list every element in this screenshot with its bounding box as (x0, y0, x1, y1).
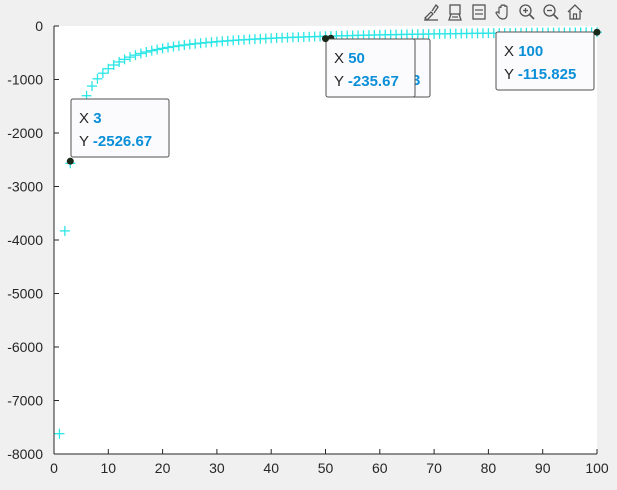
home-icon[interactable] (564, 1, 586, 23)
x-tick-label: 60 (372, 460, 388, 476)
datatip-x-value: 100 (518, 43, 543, 60)
y-tick-label: -2000 (7, 125, 43, 141)
data-point[interactable] (130, 50, 141, 61)
datatip-y-row: Y -235.67 (334, 73, 399, 90)
x-tick-label: 30 (209, 460, 225, 476)
x-tick-label: 20 (155, 460, 171, 476)
y-tick-label: -6000 (7, 339, 43, 355)
y-tick-label: -1000 (7, 72, 43, 88)
datatip-y-key: Y (504, 66, 518, 83)
data-point[interactable] (141, 46, 152, 57)
data-point[interactable] (114, 56, 125, 67)
datatip-marker (593, 28, 601, 36)
data-point[interactable] (157, 43, 168, 54)
datatip-y-key: Y (79, 133, 93, 150)
x-tick-label: 80 (481, 460, 497, 476)
datatip-y-row: Y -115.825 (504, 66, 576, 83)
datatip-marker (66, 157, 74, 165)
pan-icon[interactable] (492, 1, 514, 23)
y-tick-label: -4000 (7, 232, 43, 248)
data-point[interactable] (54, 428, 65, 439)
y-tick-label: -5000 (7, 286, 43, 302)
datatip-x-row: X 50 (334, 50, 365, 67)
datatip-x-key: X (334, 50, 348, 67)
datatip-x-value: 50 (348, 50, 365, 67)
data-point[interactable] (146, 45, 157, 56)
data-point[interactable] (87, 81, 98, 92)
x-tick-label: 70 (426, 460, 442, 476)
axes: 0 10 20 30 40 50 60 70 80 90 100 0 -1000 -2000 -3000 -4… (7, 18, 609, 476)
data-point[interactable] (108, 60, 119, 71)
x-tick-label: 100 (585, 460, 609, 476)
datatip-x-row: X 3 (79, 110, 102, 127)
datatip-y-key: Y (334, 73, 348, 90)
y-tick-label: 0 (35, 18, 43, 34)
data-tips-icon[interactable] (444, 1, 466, 23)
x-tick-label: 50 (318, 460, 334, 476)
y-tick-label: -8000 (7, 446, 43, 462)
datatip-y-value: -235.67 (348, 73, 399, 90)
datatip-x-key: X (504, 43, 518, 60)
data-point[interactable] (119, 54, 130, 65)
data-point[interactable] (168, 41, 179, 52)
legend-icon[interactable] (468, 1, 490, 23)
datatip-y-row: Y -2526.67 (79, 133, 152, 150)
plot-area[interactable] (54, 26, 597, 454)
data-point[interactable] (179, 40, 190, 51)
y-tick-label: -3000 (7, 179, 43, 195)
data-point[interactable] (173, 40, 184, 51)
axes-toolbar (420, 0, 586, 24)
zoom-out-icon[interactable] (540, 1, 562, 23)
data-point[interactable] (97, 68, 108, 79)
data-point[interactable] (92, 73, 103, 84)
data-point[interactable] (103, 63, 114, 74)
datatip-y-value: -2526.67 (93, 133, 152, 150)
data-point[interactable] (59, 225, 70, 236)
datatip-hidden-fragment: 3 (412, 72, 420, 89)
datatip-y-value: -115.825 (518, 66, 576, 83)
datatip[interactable]: X 50Y -235.67 (322, 35, 416, 98)
datatip-x-key: X (79, 110, 93, 127)
data-point[interactable] (152, 44, 163, 55)
x-tick-label: 90 (535, 460, 551, 476)
datatip-x-row: X 100 (504, 43, 543, 60)
x-tick-label: 0 (50, 460, 58, 476)
data-point[interactable] (125, 52, 136, 63)
data-point[interactable] (135, 48, 146, 59)
x-tick-label: 10 (101, 460, 117, 476)
datatip-x-value: 3 (93, 110, 101, 127)
y-tick-label: -7000 (7, 393, 43, 409)
datatip-marker (322, 35, 329, 43)
datatip[interactable]: X 3Y -2526.67 (66, 98, 170, 165)
zoom-in-icon[interactable] (516, 1, 538, 23)
brush-icon[interactable] (420, 1, 442, 23)
data-point[interactable] (163, 42, 174, 53)
x-tick-label: 40 (263, 460, 279, 476)
